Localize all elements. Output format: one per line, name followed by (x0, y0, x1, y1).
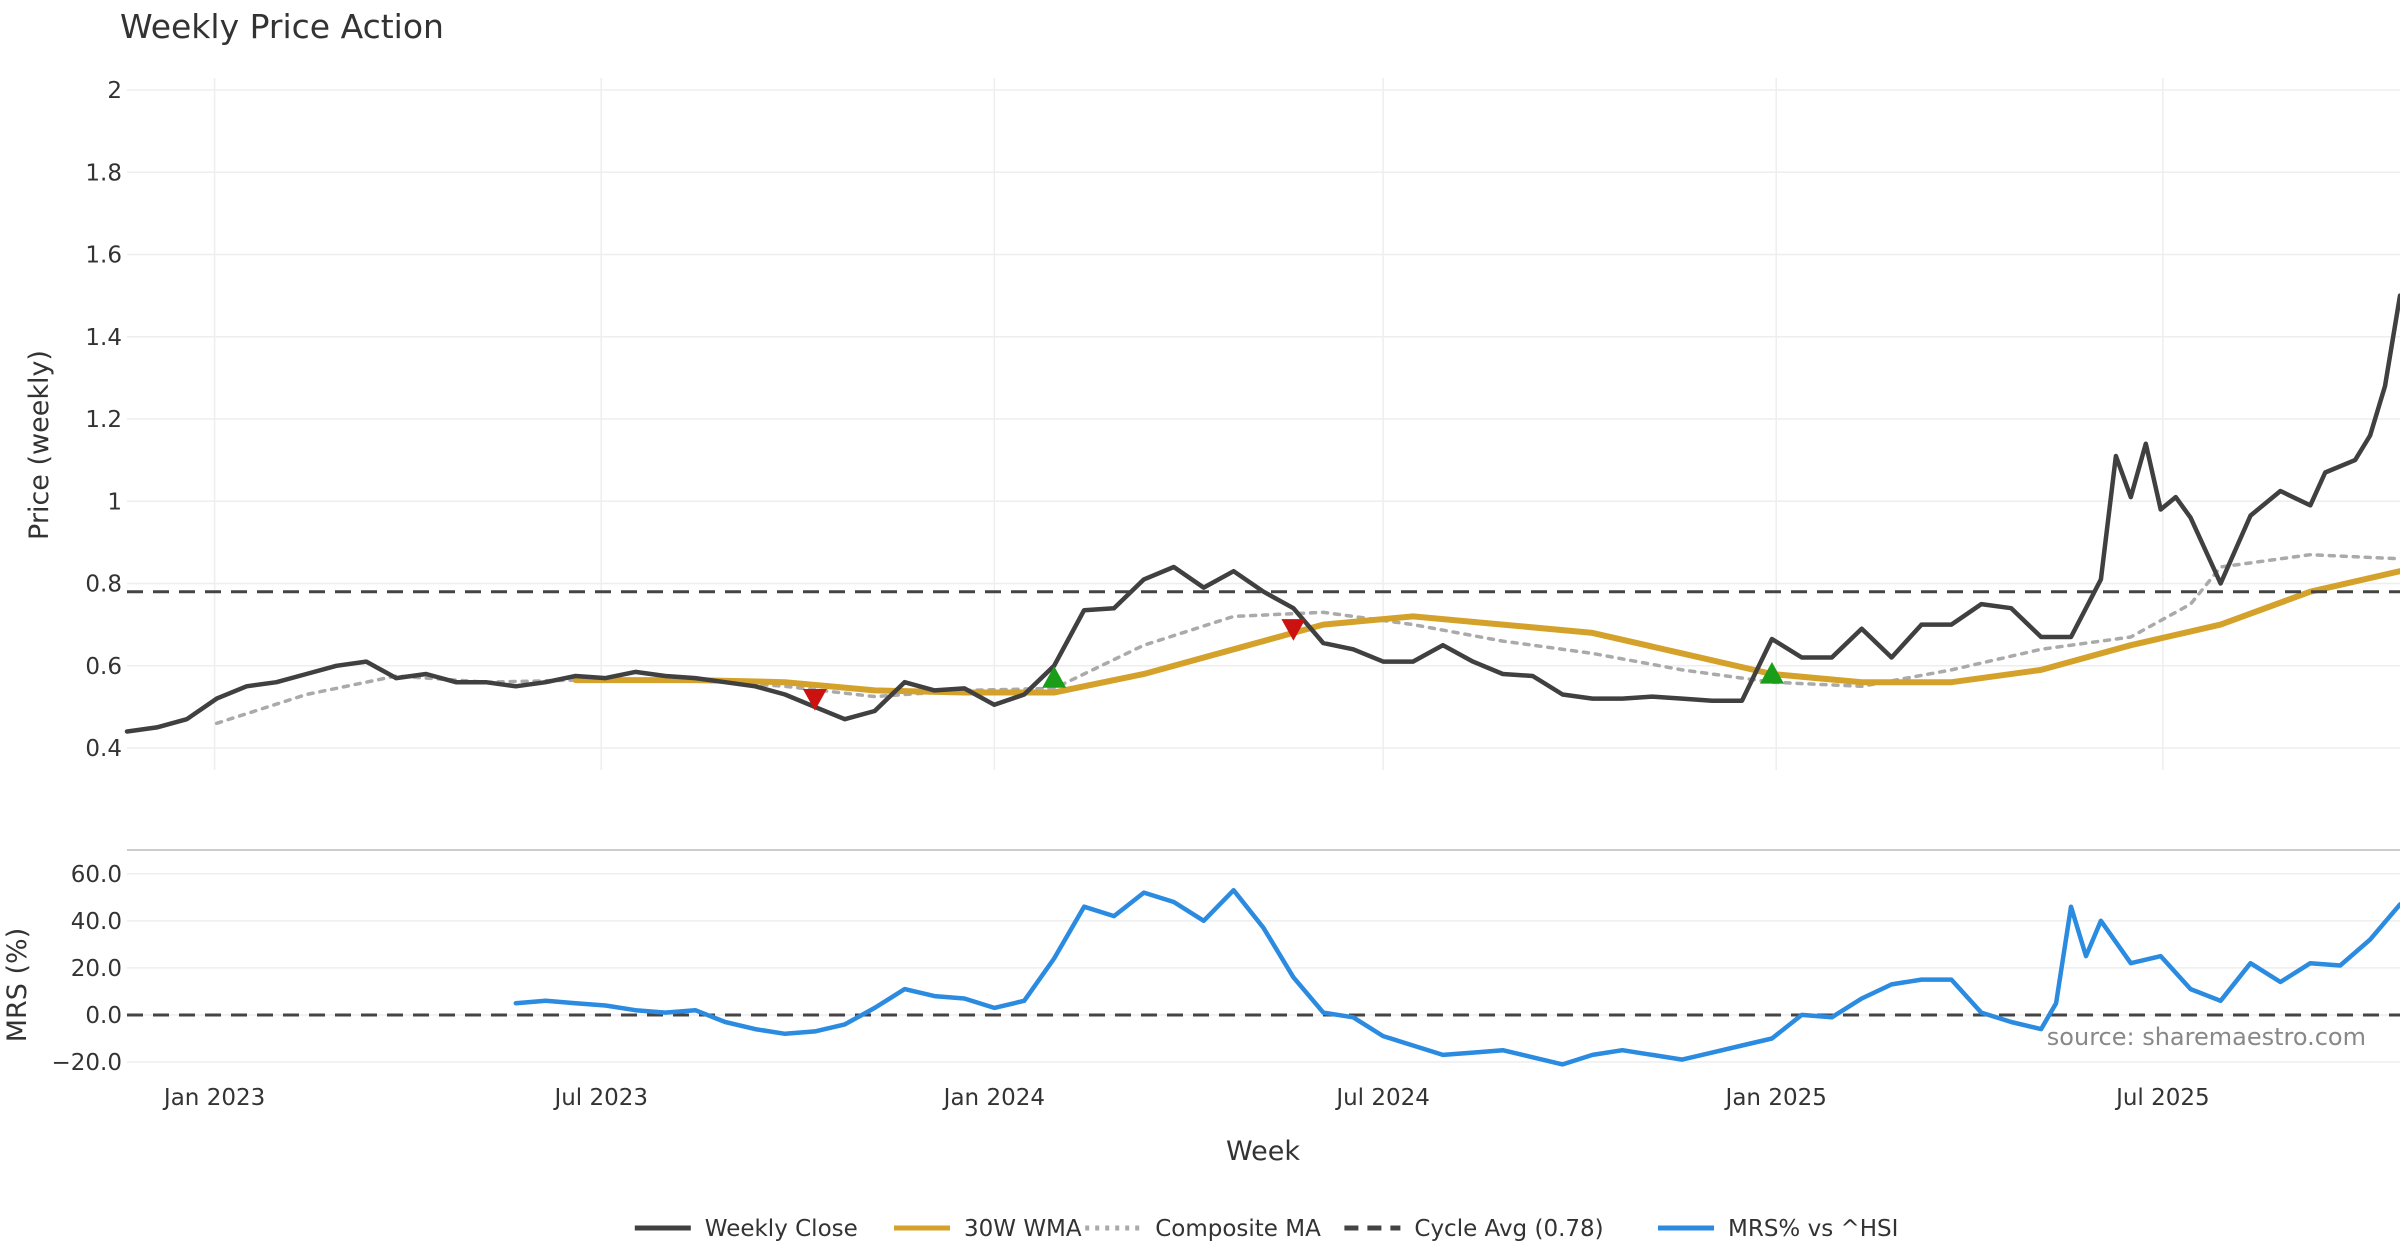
price-y-tick-label: 0.8 (85, 572, 122, 598)
mrs-y-tick-label: 60.0 (71, 862, 122, 888)
mrs-y-axis-label: MRS (%) (2, 928, 33, 1043)
mrs-plot-area (127, 887, 2400, 1067)
x-tick-label: Jul 2025 (2114, 1085, 2210, 1111)
mrs-y-tick-label: 40.0 (71, 909, 122, 935)
series-composite-ma-line (214, 552, 2400, 726)
price-y-tick-label: 0.6 (85, 654, 122, 680)
mrs-y-tick-label: −20.0 (52, 1050, 122, 1076)
mrs-y-tick-label: 20.0 (71, 956, 122, 982)
legend-label: Cycle Avg (0.78) (1414, 1216, 1603, 1242)
source-attribution: source: sharemaestro.com (2047, 1023, 2366, 1051)
x-axis-label: Week (1226, 1136, 1300, 1167)
buy-signal-marker (1042, 666, 1067, 688)
price-y-ticks: 0.4 0.6 0.8 1 1.2 1.4 1.6 1.8 2 (85, 78, 122, 762)
legend-label: Composite MA (1155, 1216, 1321, 1242)
legend-label: 30W WMA (964, 1216, 1082, 1242)
x-tick-label: Jan 2024 (942, 1085, 1045, 1111)
price-y-tick-label: 1 (107, 489, 122, 515)
price-y-tick-label: 1.2 (85, 407, 122, 433)
price-gridlines (127, 78, 2400, 770)
legend-label: MRS% vs ^HSI (1728, 1216, 1898, 1242)
price-y-tick-label: 1.8 (85, 160, 122, 186)
x-ticks: Jan 2023 Jul 2023 Jan 2024 Jul 2024 Jan 2025… (162, 1085, 2210, 1111)
price-y-tick-label: 0.4 (85, 736, 122, 762)
chart-legend: Weekly Close 30W WMA Composite MA Cycle Avg… (634, 1216, 1898, 1242)
legend-label: Weekly Close (705, 1216, 858, 1242)
price-y-tick-label: 1.4 (85, 325, 122, 351)
series-mrs-line (513, 887, 2400, 1067)
price-plot-area (124, 293, 2400, 734)
x-tick-label: Jul 2023 (552, 1085, 648, 1111)
chart-title: Weekly Price Action (120, 7, 444, 46)
mrs-y-tick-label: 0.0 (85, 1003, 122, 1029)
sell-signal-marker (1281, 619, 1306, 641)
buy-signal-marker (1759, 661, 1784, 684)
price-y-axis-label: Price (weekly) (24, 350, 55, 540)
price-y-tick-label: 1.6 (85, 243, 122, 269)
x-tick-label: Jul 2024 (1334, 1085, 1430, 1111)
mrs-y-ticks: −20.0 0.0 20.0 40.0 60.0 (52, 862, 122, 1076)
sell-signal-marker (802, 689, 827, 711)
series-weekly-close-line (124, 293, 2400, 734)
series-30w-wma-line (572, 568, 2400, 696)
price-y-tick-label: 2 (107, 78, 122, 104)
x-tick-label: Jan 2023 (162, 1085, 265, 1111)
x-tick-label: Jan 2025 (1724, 1085, 1827, 1111)
